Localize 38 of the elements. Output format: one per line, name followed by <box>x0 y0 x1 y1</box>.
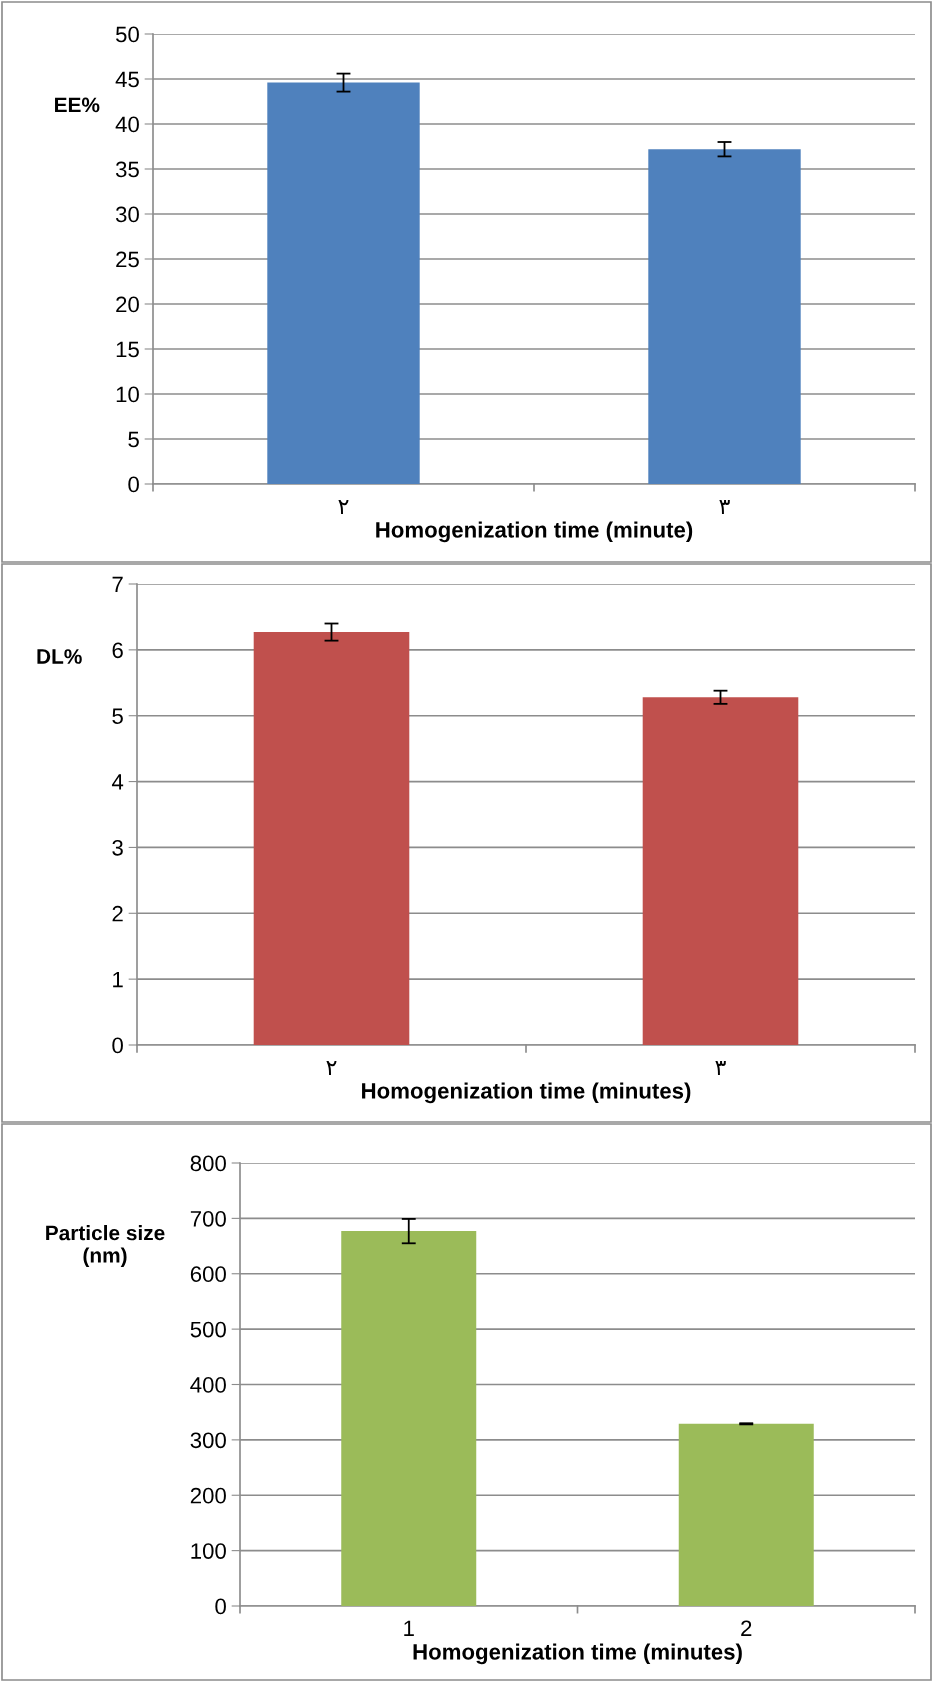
x-axis-title: Homogenization time (minutes) <box>413 1643 742 1665</box>
y-tick-label: 35 <box>115 161 139 178</box>
y-tick-label: 40 <box>115 116 139 133</box>
y-tick-label: 100 <box>191 1543 226 1559</box>
y-tick-label: 0 <box>215 1598 226 1615</box>
y-tick-label: 10 <box>116 386 139 403</box>
x-tick-label: ٣ <box>719 499 730 514</box>
x-tick-label: ٢ <box>326 1060 337 1075</box>
y-tick-label: 600 <box>190 1266 226 1283</box>
y-tick-label: 20 <box>116 296 139 313</box>
y-tick-label: 6 <box>112 642 123 659</box>
y-tick-label: 7 <box>112 576 123 593</box>
y-tick-label: 1 <box>113 971 123 988</box>
y-tick-label: 4 <box>111 774 124 790</box>
y-tick-label: 25 <box>116 251 139 268</box>
y-tick-label: 200 <box>190 1487 226 1504</box>
x-axis-title: Homogenization time (minutes) <box>362 1082 691 1104</box>
y-tick-label: 50 <box>115 26 139 43</box>
y-tick-label: 0 <box>128 476 139 493</box>
y-axis-title: DL% <box>37 649 82 664</box>
x-tick-label: ٣ <box>715 1060 726 1075</box>
y-tick-label: 5 <box>112 708 123 724</box>
y-tick-label: 2 <box>112 905 123 922</box>
y-tick-label: 300 <box>190 1432 226 1449</box>
y-axis-title: EE% <box>55 97 100 113</box>
y-tick-label: 700 <box>190 1210 226 1227</box>
y-tick-label: 800 <box>190 1155 226 1172</box>
y-tick-label: 500 <box>190 1321 226 1338</box>
y-tick-label: 3 <box>112 839 123 856</box>
y-tick-label: 400 <box>190 1377 226 1393</box>
y-tick-label: 45 <box>115 71 139 88</box>
y-tick-label: 15 <box>116 341 139 358</box>
x-axis-title: Homogenization time (minute) <box>376 521 693 543</box>
y-tick-label: 5 <box>128 431 139 448</box>
x-tick-label: ٢ <box>338 499 349 514</box>
y-tick-label: 30 <box>115 206 139 223</box>
y-axis-title: Particle size (nm) <box>46 1225 165 1267</box>
y-tick-label: 0 <box>112 1037 123 1054</box>
